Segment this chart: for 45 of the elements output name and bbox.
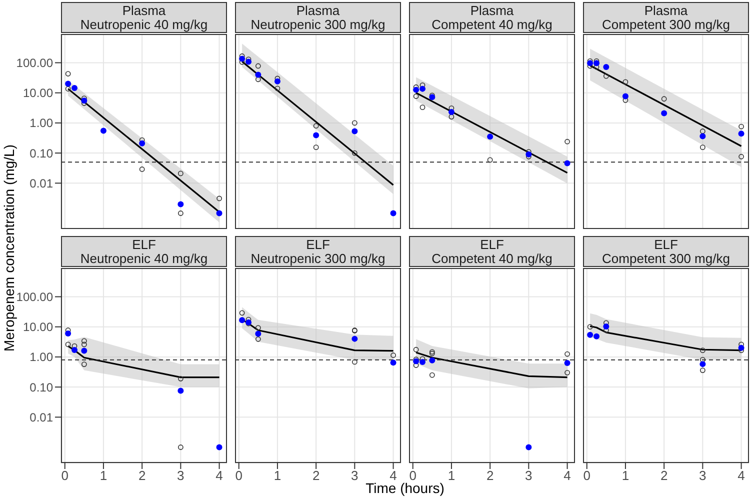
x-tick-label: 1 [448, 468, 456, 484]
chart-title: ELF [653, 237, 679, 252]
y-tick-label: 0.01 [30, 176, 54, 190]
y-tick-label: 100.00 [16, 56, 54, 70]
y-tick-label: 1.00 [30, 116, 54, 130]
y-tick-label: 10.00 [22, 320, 54, 334]
chart-subtitle: Competent 40 mg/kg [430, 17, 554, 32]
x-tick-label: 0 [583, 468, 590, 484]
x-tick-label: 3 [351, 468, 358, 484]
chart-subtitle: Competent 300 mg/kg [601, 17, 731, 32]
x-tick-label: 3 [177, 468, 184, 484]
text: Meropenem concentration (mg/L) [1, 144, 17, 352]
x-tick-label: 0 [235, 468, 242, 484]
x-tick-label: 2 [138, 468, 146, 484]
y-tick-label: 0.10 [30, 146, 54, 160]
chart-title: Plasma [469, 3, 515, 18]
y-tick-label: 0.01 [30, 410, 54, 424]
x-tick-label: 1 [100, 468, 108, 484]
x-tick-label: 3 [525, 468, 532, 484]
y-tick-label: 1.00 [30, 350, 54, 364]
chart-subtitle: Competent 300 mg/kg [601, 251, 731, 266]
chart-subtitle: Competent 40 mg/kg [430, 251, 554, 266]
chart-title: Plasma [295, 3, 341, 18]
y-tick-label: 100.00 [16, 290, 54, 304]
x-tick-label: 3 [699, 468, 706, 484]
chart-title: ELF [479, 237, 505, 252]
x-tick-label: 4 [216, 468, 223, 484]
chart-subtitle: Neutropenic 40 mg/kg [79, 251, 209, 266]
x-tick-label: 0 [61, 468, 68, 484]
x-tick-label: 1 [622, 468, 630, 484]
chart-title: ELF [131, 237, 157, 252]
chart-title: ELF [305, 237, 331, 252]
y-tick-label: 10.00 [22, 86, 54, 100]
chart-subtitle: Neutropenic 300 mg/kg [250, 251, 386, 266]
x-tick-label: 2 [660, 468, 668, 484]
chart-subtitle: Neutropenic 40 mg/kg [79, 17, 209, 32]
chart-title: Plasma [643, 3, 689, 18]
x-tick-label: 4 [738, 468, 745, 484]
y-tick-label: 0.10 [30, 380, 54, 394]
chart-title: Plasma [121, 3, 167, 18]
chart-subtitle: Neutropenic 300 mg/kg [250, 17, 386, 32]
x-tick-label: 4 [564, 468, 571, 484]
x-tick-label: 2 [312, 468, 320, 484]
x-tick-label: 1 [274, 468, 282, 484]
x-tick-label: 2 [486, 468, 494, 484]
